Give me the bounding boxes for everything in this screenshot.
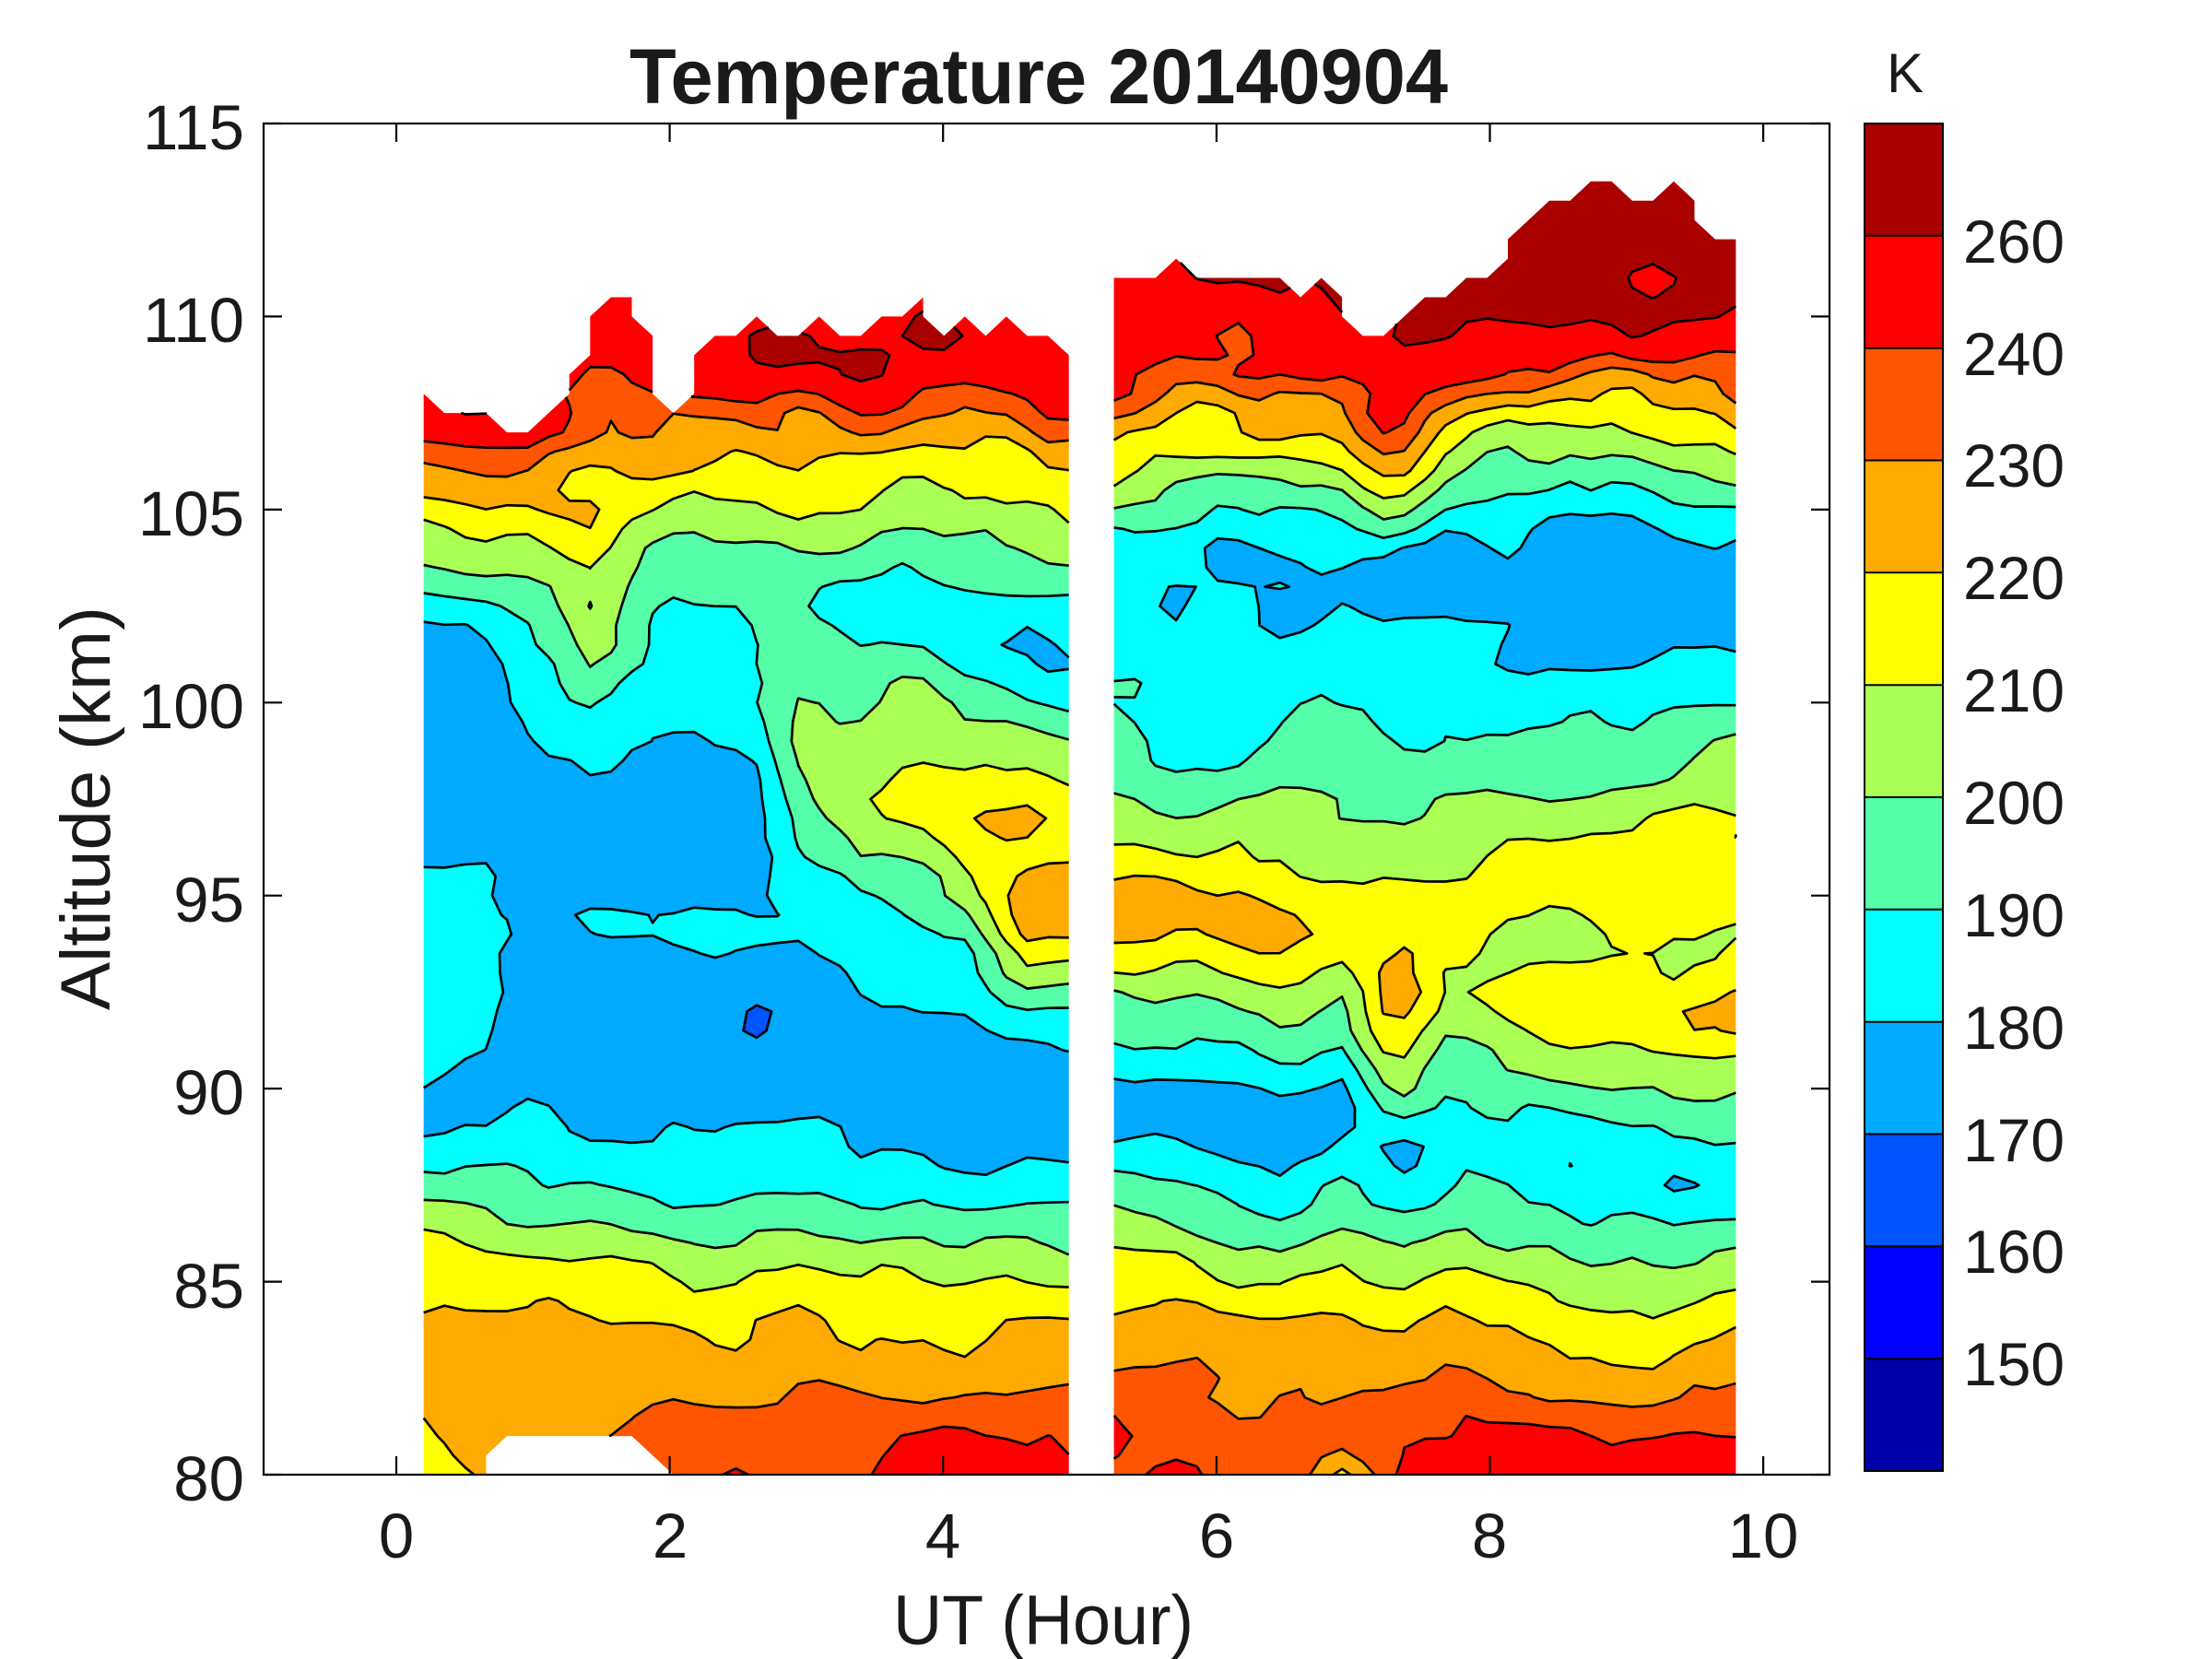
svg-text:210: 210 (1963, 656, 2065, 724)
svg-text:220: 220 (1963, 544, 2065, 612)
svg-text:10: 10 (1728, 1500, 1799, 1571)
svg-text:6: 6 (1199, 1500, 1234, 1571)
svg-text:190: 190 (1963, 881, 2065, 949)
svg-text:170: 170 (1963, 1106, 2065, 1174)
svg-text:UT (Hour): UT (Hour) (893, 1582, 1194, 1659)
svg-text:160: 160 (1963, 1218, 2065, 1286)
svg-text:150: 150 (1963, 1330, 2065, 1398)
svg-text:110: 110 (143, 285, 244, 356)
svg-text:0: 0 (379, 1500, 414, 1571)
svg-text:200: 200 (1963, 769, 2065, 837)
svg-text:180: 180 (1963, 994, 2065, 1062)
svg-text:100: 100 (138, 671, 244, 742)
svg-text:240: 240 (1963, 320, 2065, 388)
svg-text:260: 260 (1963, 207, 2065, 276)
svg-text:8: 8 (1472, 1500, 1507, 1571)
svg-text:Temperature 20140904: Temperature 20140904 (629, 33, 1448, 120)
svg-text:K: K (1887, 42, 1924, 104)
svg-text:Altitude (km): Altitude (km) (47, 606, 125, 1010)
svg-text:4: 4 (925, 1500, 960, 1571)
svg-text:85: 85 (173, 1251, 244, 1322)
svg-text:95: 95 (173, 865, 244, 935)
svg-text:2: 2 (653, 1500, 688, 1571)
svg-text:80: 80 (173, 1443, 244, 1514)
svg-text:230: 230 (1963, 431, 2065, 500)
svg-text:105: 105 (138, 478, 244, 549)
svg-text:115: 115 (143, 92, 244, 163)
svg-text:90: 90 (173, 1057, 244, 1128)
